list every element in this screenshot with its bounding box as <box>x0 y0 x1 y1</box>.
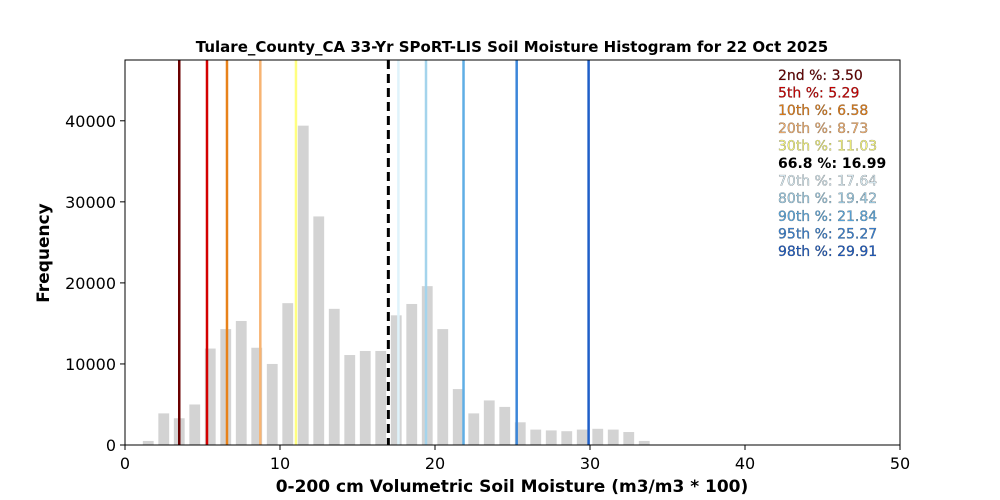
x-tick-label: 20 <box>425 454 445 473</box>
y-tick-label: 0 <box>106 436 116 455</box>
histogram-bar <box>607 429 619 445</box>
histogram-bar <box>545 430 557 445</box>
x-axis-ticks: 0 10 20 30 40 50 <box>120 445 910 473</box>
histogram-bar <box>142 440 154 445</box>
histogram-bar <box>204 348 216 445</box>
legend-entry: 98th %: 29.91 <box>778 244 877 260</box>
histogram-bar <box>313 216 325 445</box>
x-tick-label: 10 <box>270 454 290 473</box>
histogram-bar <box>235 320 247 445</box>
histogram-bar <box>297 125 309 445</box>
histogram-bar <box>592 428 604 445</box>
x-tick-label: 0 <box>120 454 130 473</box>
x-tick-label: 30 <box>580 454 600 473</box>
histogram-bar <box>189 404 201 445</box>
histogram-bar <box>328 308 340 445</box>
legend-entry: 2nd %: 3.50 <box>778 68 863 84</box>
y-axis-label: Frequency <box>34 203 54 303</box>
histogram-bar <box>344 355 356 445</box>
x-axis-label: 0-200 cm Volumetric Soil Moisture (m3/m3… <box>276 477 749 497</box>
y-tick-label: 30000 <box>65 193 116 212</box>
histogram-bar <box>530 429 542 445</box>
legend-entry: 5th %: 5.29 <box>778 86 859 102</box>
legend-entry: 10th %: 6.58 <box>778 103 868 119</box>
percentile-lines <box>178 60 590 445</box>
histogram-bar <box>437 329 449 445</box>
histogram-bar <box>561 431 573 445</box>
histogram-bar <box>158 413 170 445</box>
histogram-bar <box>638 440 650 445</box>
histogram-bar <box>499 406 511 445</box>
histogram-bar <box>514 422 526 445</box>
legend-entry: 80th %: 19.42 <box>778 191 877 207</box>
histogram-bar <box>251 347 263 445</box>
plot-frame <box>124 59 901 446</box>
legend-entry: 70th %: 17.64 <box>778 174 877 190</box>
histogram-bar <box>576 429 588 445</box>
histogram-bar <box>390 315 402 445</box>
histogram-bar <box>623 432 635 445</box>
histogram-bar <box>359 350 371 445</box>
legend-entry: 20th %: 8.73 <box>778 121 868 137</box>
histogram-bar <box>452 389 464 445</box>
histogram-bars <box>142 125 650 445</box>
histogram-bar <box>282 303 294 445</box>
histogram-bar <box>375 350 387 445</box>
y-tick-label: 20000 <box>65 274 116 293</box>
histogram-bar <box>468 413 480 445</box>
y-axis-ticks: 0 10000 20000 30000 40000 <box>65 112 125 455</box>
legend-entry: 90th %: 21.84 <box>778 209 877 225</box>
x-tick-label: 50 <box>890 454 910 473</box>
legend-entry: 95th %: 25.27 <box>778 226 877 242</box>
x-tick-label: 40 <box>735 454 755 473</box>
histogram-bar <box>266 363 278 445</box>
histogram-bar <box>483 400 495 445</box>
y-tick-label: 10000 <box>65 355 116 374</box>
histogram-bar <box>406 303 418 445</box>
legend-entry: 66.8 %: 16.99 <box>778 156 886 172</box>
y-tick-label: 40000 <box>65 112 116 131</box>
legend-entry: 30th %: 11.03 <box>778 138 877 154</box>
chart-title: Tulare_County_CA 33-Yr SPoRT-LIS Soil Mo… <box>196 38 828 56</box>
